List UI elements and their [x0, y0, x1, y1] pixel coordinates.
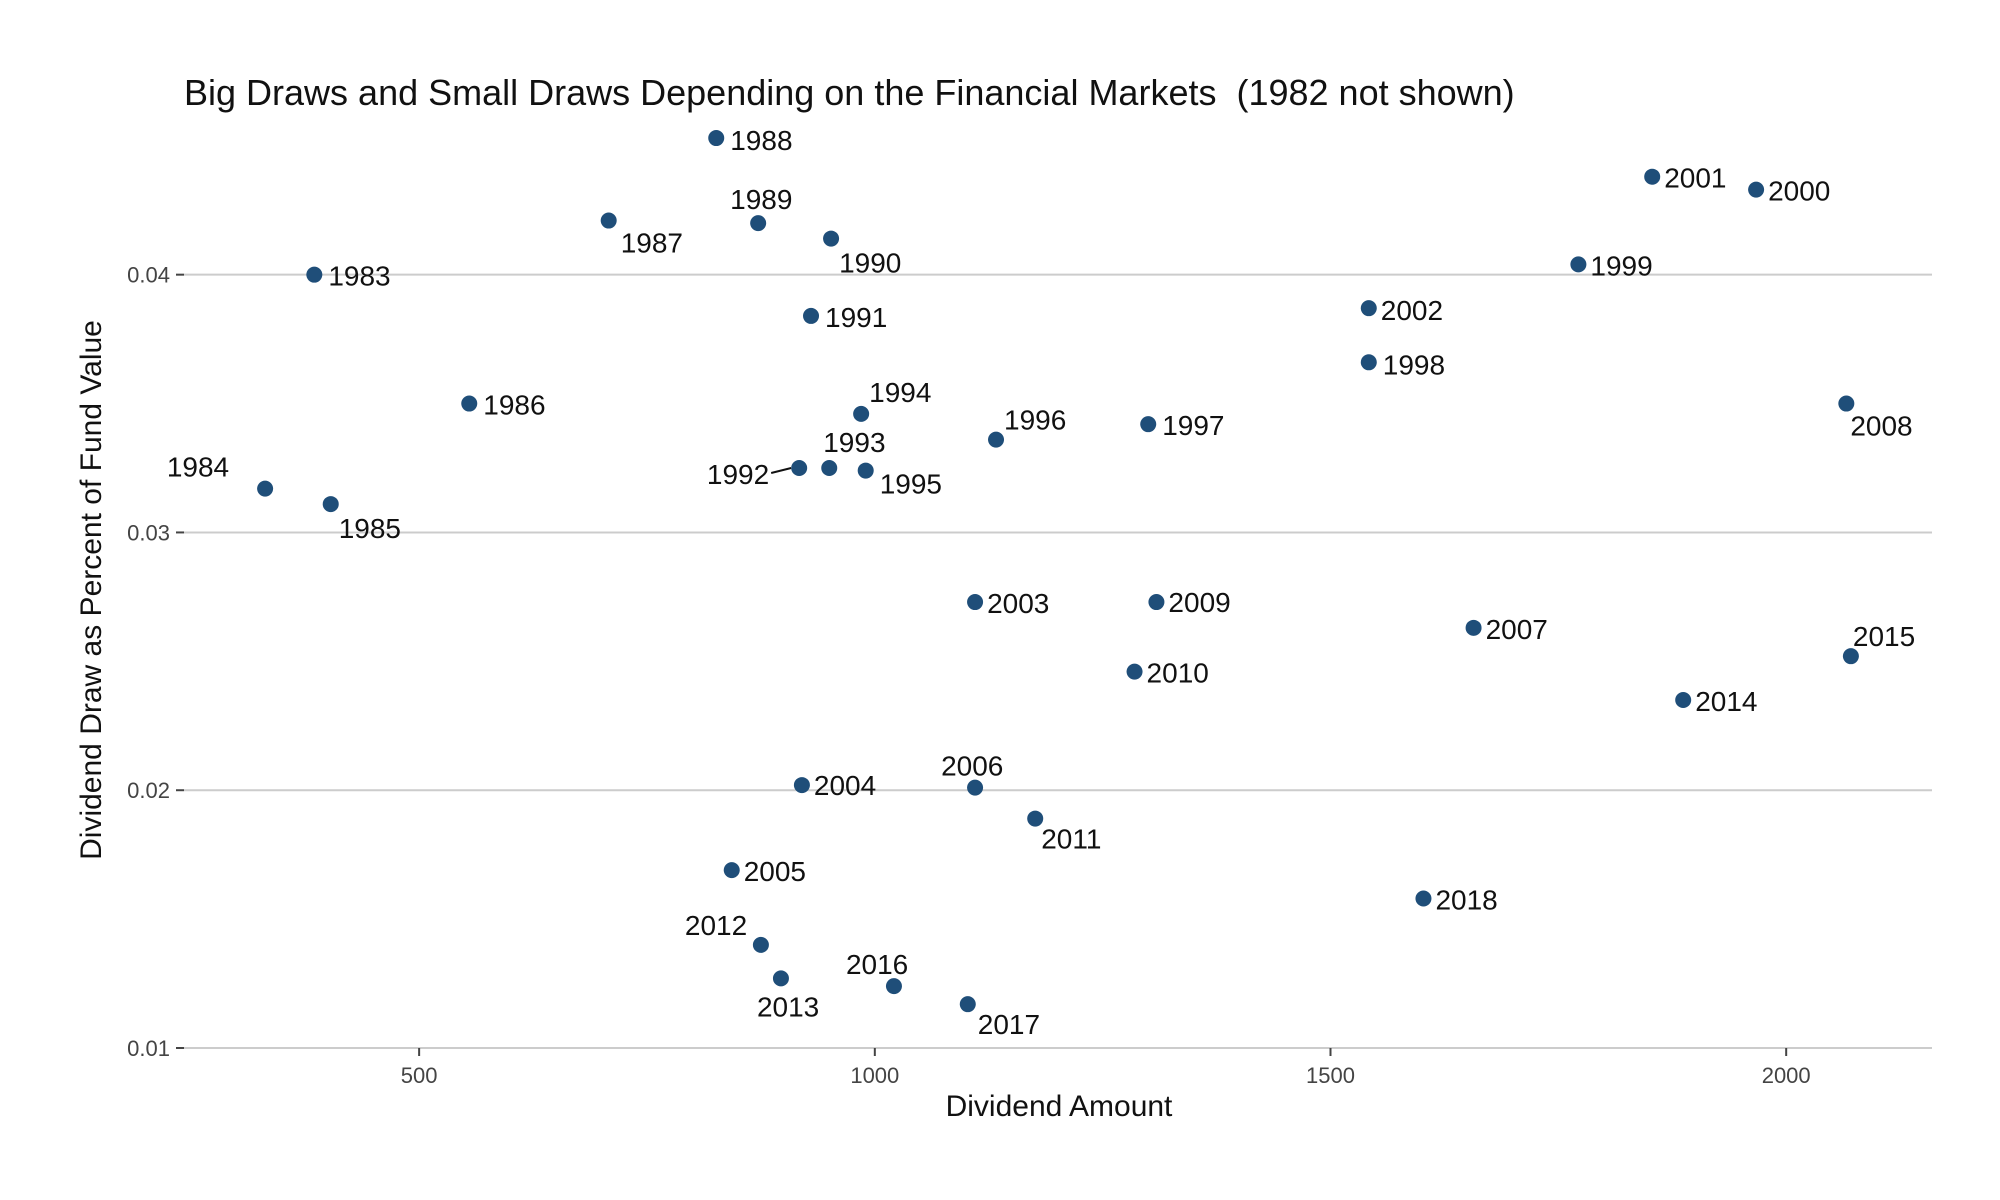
point-label: 2018: [1435, 884, 1497, 915]
point-label: 2006: [941, 751, 1003, 782]
data-point: [322, 496, 339, 513]
gridlines: [184, 273, 1932, 1049]
data-point: [1842, 648, 1859, 665]
point-label: 2001: [1664, 163, 1726, 194]
point-label: 1985: [339, 513, 401, 544]
data-point: [885, 978, 902, 995]
data-point: [723, 862, 740, 879]
point-label: 2003: [987, 588, 1049, 619]
point-label: 2008: [1850, 411, 1912, 442]
x-tick-label: 2000: [1762, 1063, 1811, 1088]
data-point: [772, 970, 789, 987]
point-label: 2004: [814, 770, 876, 801]
x-axis-label: Dividend Amount: [945, 1090, 1173, 1123]
point-label: 2011: [1041, 824, 1101, 855]
point-label: 1987: [621, 228, 683, 259]
data-point: [1148, 594, 1165, 611]
data-point: [600, 212, 617, 229]
point-label: 1983: [328, 261, 390, 292]
y-tick-label: 0.03: [127, 520, 170, 545]
data-point: [306, 266, 323, 283]
data-point: [461, 395, 478, 412]
y-tick-label: 0.04: [127, 263, 170, 288]
data-point: [821, 460, 838, 476]
data-point: [853, 405, 870, 422]
data-point: [1027, 810, 1044, 827]
y-tick-label: 0.02: [127, 778, 170, 803]
point-labels: 1983 1984 1985 1986 1987 1988 1989 1990 1991 1992…: [167, 125, 1915, 1040]
point-label: 1984: [167, 452, 229, 483]
data-point: [793, 777, 810, 794]
point-label: 2013: [757, 991, 819, 1022]
data-point: [1838, 395, 1855, 412]
point-label: 1992: [707, 459, 769, 490]
point-label: 2010: [1147, 658, 1209, 689]
x-tick-label: 1000: [850, 1063, 899, 1088]
point-label: 2007: [1486, 614, 1548, 645]
data-point: [1748, 181, 1765, 198]
data-point: [803, 307, 820, 324]
point-label: 2016: [846, 949, 908, 980]
data-point: [1126, 663, 1143, 680]
point-label: 1991: [825, 302, 887, 333]
point-label: 1996: [1004, 405, 1066, 436]
data-point: [752, 936, 769, 953]
data-point: [988, 431, 1005, 448]
point-label: 1997: [1162, 410, 1224, 441]
data-point: [1644, 168, 1661, 185]
point-label: 2014: [1695, 686, 1757, 717]
point-label: 1998: [1383, 349, 1445, 380]
data-point: [1675, 692, 1692, 708]
data-point: [1570, 256, 1587, 273]
data-point: [750, 215, 767, 232]
label-connector: [770, 467, 792, 474]
data-point: [791, 460, 808, 476]
data-point: [1415, 890, 1432, 907]
data-point: [1140, 416, 1157, 433]
x-tick-label: 500: [401, 1063, 438, 1088]
point-label: 1994: [869, 377, 931, 408]
data-point: [1465, 619, 1482, 636]
y-tick-label: 0.01: [127, 1036, 170, 1061]
data-point: [257, 480, 274, 497]
data-points: [257, 130, 1859, 1013]
point-label: 2009: [1168, 587, 1230, 618]
point-label: 1989: [730, 184, 792, 215]
data-point: [1360, 300, 1377, 317]
point-label: 1988: [730, 125, 792, 156]
point-label: 2015: [1853, 621, 1915, 652]
point-label: 2000: [1768, 176, 1830, 207]
chart-title: Big Draws and Small Draws Depending on t…: [184, 72, 1515, 113]
point-label: 1986: [483, 390, 545, 421]
data-point: [959, 996, 976, 1013]
point-label: 2017: [978, 1009, 1040, 1040]
data-point: [967, 594, 984, 611]
point-label: 1990: [839, 248, 901, 279]
point-label: 2005: [744, 856, 806, 887]
data-point: [967, 779, 984, 796]
data-point: [708, 130, 725, 147]
point-label: 1999: [1590, 250, 1652, 281]
data-point: [857, 462, 874, 479]
point-label: 1995: [880, 469, 942, 500]
data-point: [1360, 354, 1377, 371]
data-point: [823, 230, 840, 247]
axes: 0.01 0.02 0.03 0.04 500 1000 1500 2000: [127, 263, 1932, 1088]
point-label: 2002: [1381, 295, 1443, 326]
label-connectors: [770, 467, 792, 474]
point-label: 1993: [823, 427, 885, 458]
x-tick-label: 1500: [1306, 1063, 1355, 1088]
point-label: 2012: [685, 910, 747, 941]
